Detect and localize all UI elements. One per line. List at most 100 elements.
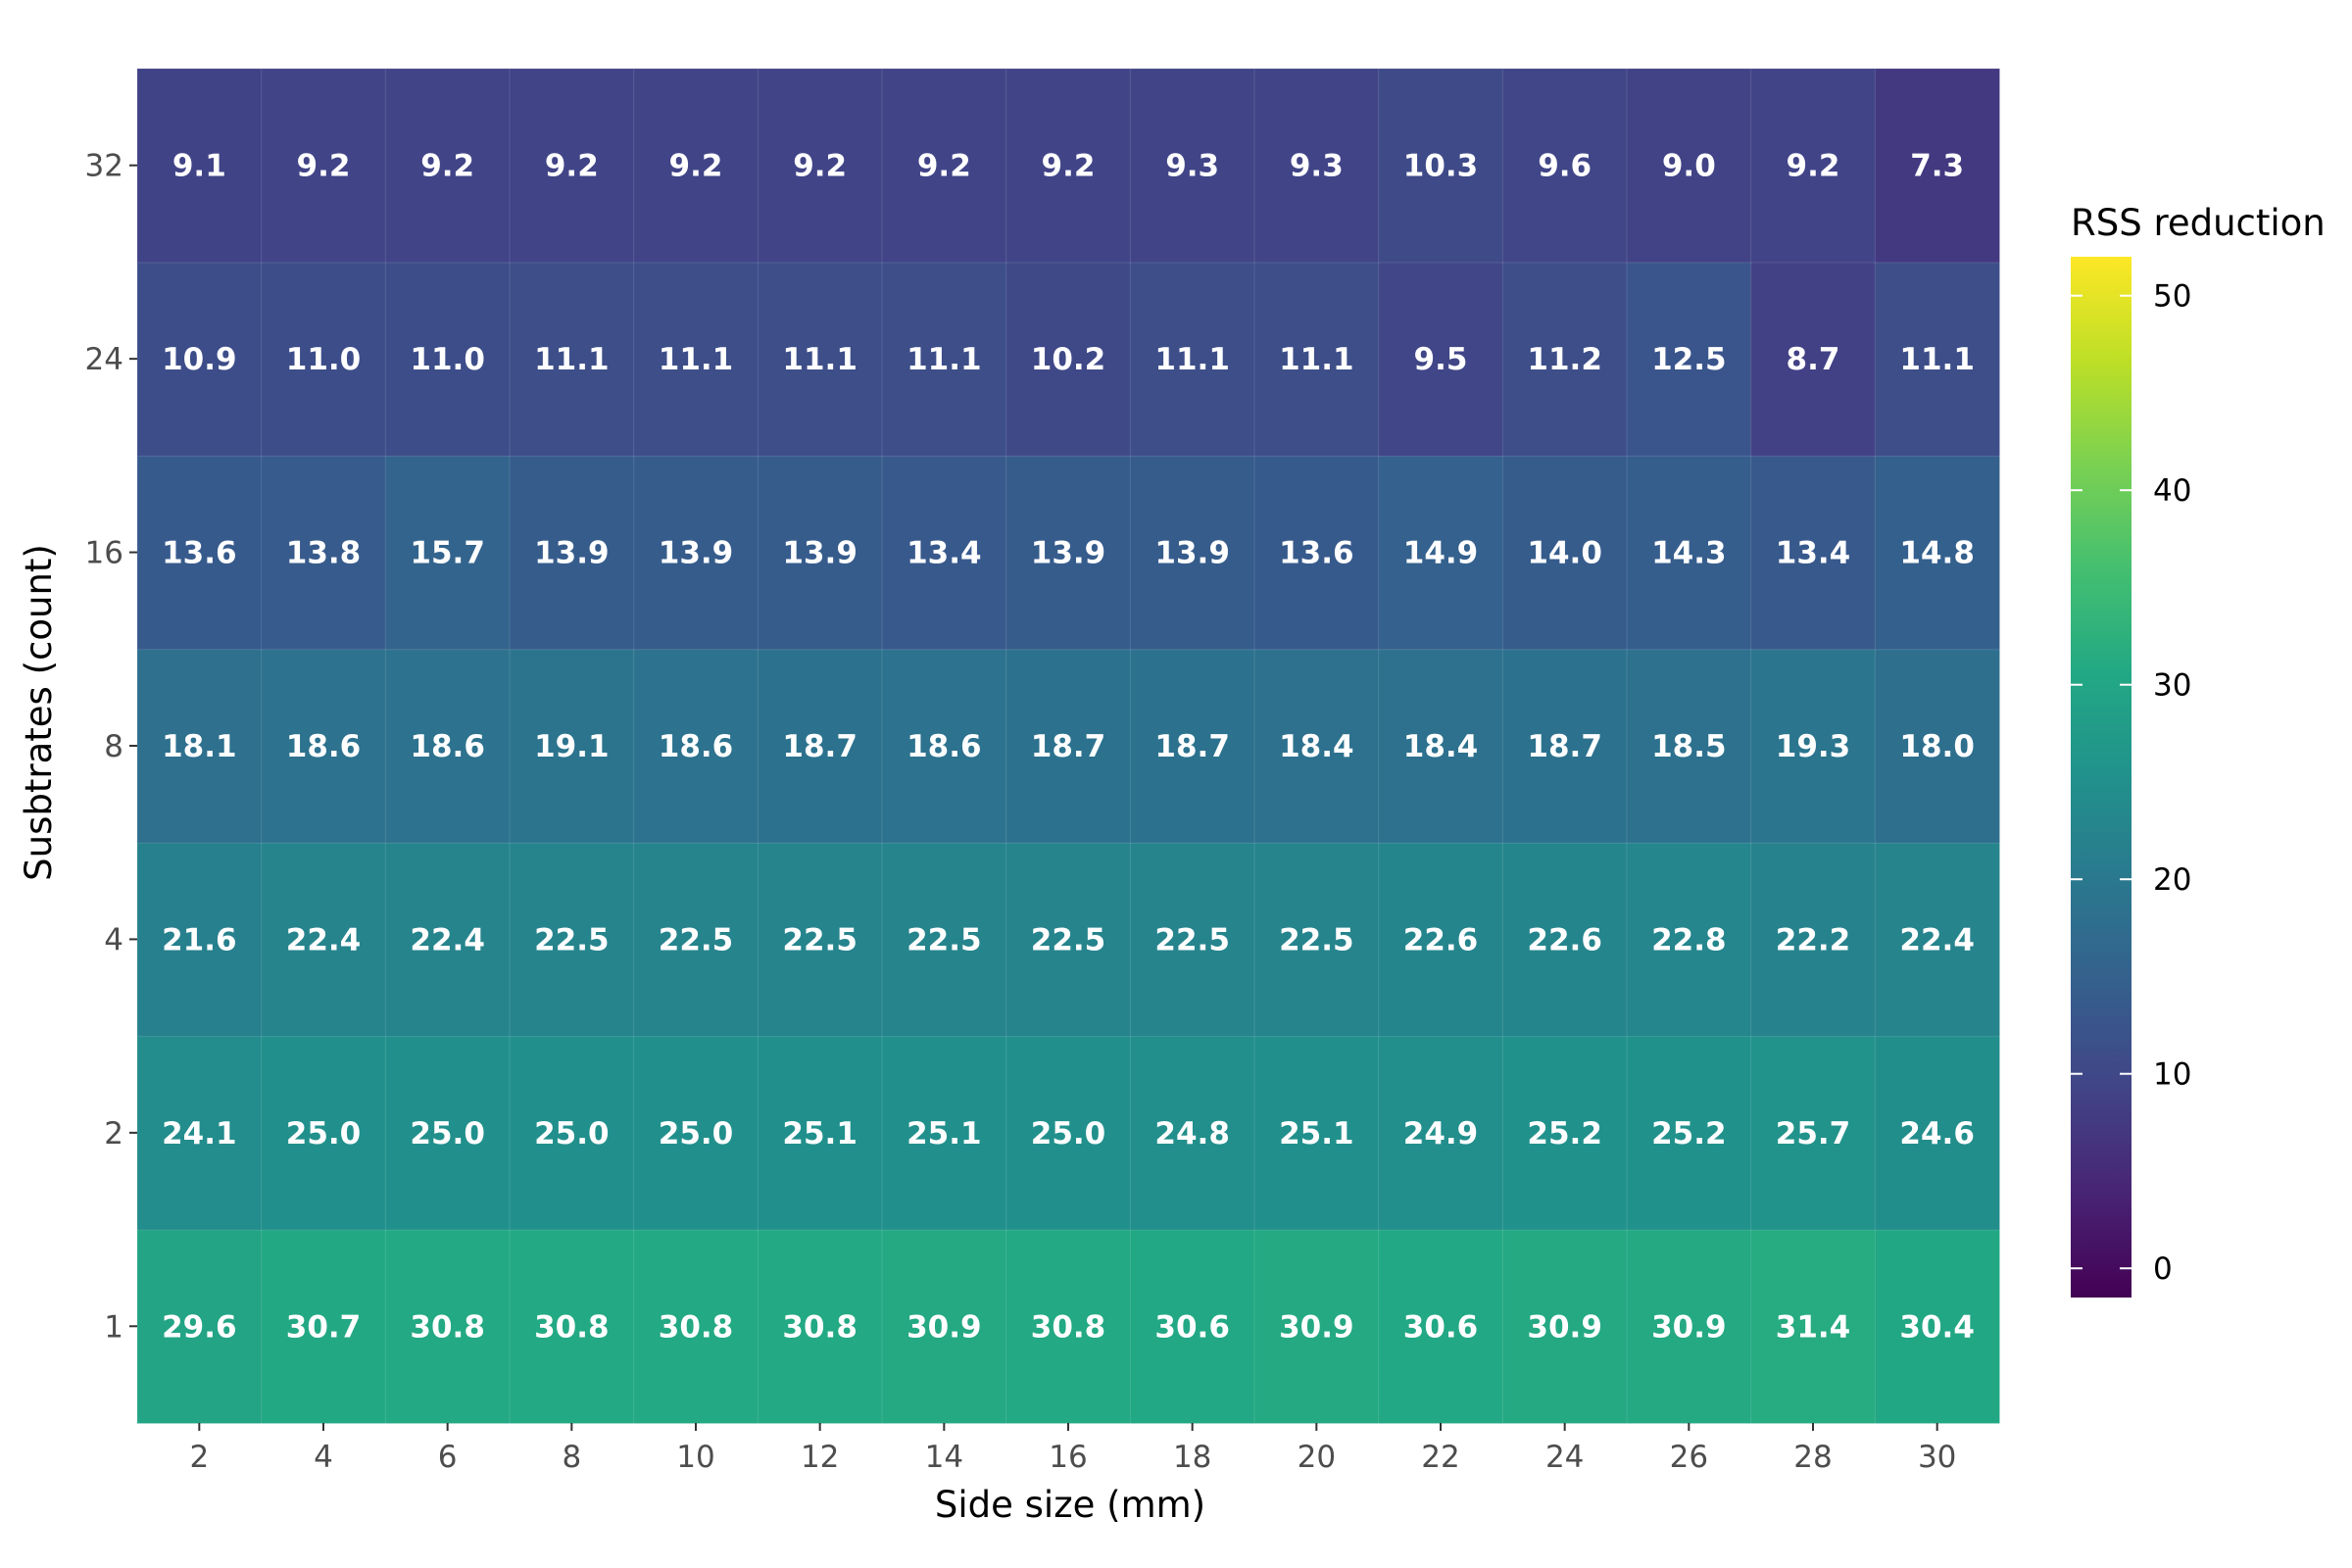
- cell-value-label: 14.3: [1651, 536, 1727, 571]
- heatmap-cell: [1874, 842, 2001, 1038]
- heatmap-cell: [1874, 648, 2001, 844]
- heatmap-cell: [384, 1035, 512, 1231]
- cell-value-label: 18.6: [410, 729, 485, 764]
- heatmap-cell: [1750, 1035, 1877, 1231]
- heatmap-cell: [1750, 68, 1877, 264]
- cell-value-label: 25.2: [1651, 1116, 1727, 1152]
- colorbar-title: RSS reduction: [2071, 202, 2326, 244]
- cell-value-label: 24.6: [1899, 1116, 1975, 1152]
- cell-value-label: 9.2: [420, 149, 474, 184]
- x-axis: 2 4 6 8 10 12 14 16 18 20 22 24 26 28 30: [189, 1423, 1956, 1475]
- heatmap-cell: [1501, 648, 1629, 844]
- cell-value-label: 22.8: [1651, 922, 1727, 957]
- cell-value-label: 21.6: [162, 922, 237, 957]
- cell-value-label: 8.7: [1787, 342, 1840, 377]
- heatmap-cell: [261, 1229, 387, 1424]
- cell-value-label: 13.4: [1776, 536, 1851, 571]
- cell-value-label: 22.5: [1154, 922, 1230, 957]
- cell-value-label: 22.4: [410, 922, 485, 957]
- cell-value-label: 13.4: [906, 536, 982, 571]
- cell-value-label: 24.1: [162, 1116, 237, 1152]
- cell-value-label: 13.8: [286, 536, 362, 571]
- cell-value-label: 30.9: [1527, 1309, 1602, 1345]
- x-tick-label: 30: [1918, 1440, 1956, 1475]
- cell-value-label: 7.3: [1910, 149, 1964, 184]
- heatmap-cell: [509, 261, 635, 457]
- heatmap-cell: [509, 68, 635, 264]
- heatmap-cell: [1501, 842, 1629, 1038]
- colorbar-tick-label: 20: [2153, 862, 2191, 898]
- heatmap-cell: [757, 68, 883, 264]
- heatmap-cell: [1626, 1035, 1752, 1231]
- x-tick-label: 20: [1298, 1440, 1336, 1475]
- cell-value-label: 25.7: [1776, 1116, 1851, 1152]
- heatmap-cell: [1378, 455, 1504, 651]
- heatmap-cell: [384, 68, 512, 264]
- heatmap-cell: [1874, 455, 2001, 651]
- cell-value-label: 9.2: [1787, 149, 1840, 184]
- cell-value-label: 11.1: [906, 342, 982, 377]
- heatmap-cell: [1129, 68, 1256, 264]
- heatmap-cell: [1626, 68, 1752, 264]
- heatmap-cell: [261, 68, 387, 264]
- heatmap-cell: [1626, 842, 1752, 1038]
- heatmap-cell: [136, 648, 263, 844]
- cell-value-label: 18.4: [1279, 729, 1354, 764]
- cell-value-label: 9.2: [545, 149, 599, 184]
- cell-value-label: 30.6: [1154, 1309, 1230, 1345]
- colorbar-legend: RSS reduction 0 10 20 30 40 50: [2071, 202, 2326, 1298]
- x-tick-label: 16: [1049, 1440, 1087, 1475]
- y-tick-label: 8: [104, 729, 123, 764]
- y-tick-label: 1: [104, 1309, 123, 1345]
- x-tick-label: 14: [925, 1440, 963, 1475]
- colorbar-ticks: 0 10 20 30 40 50: [2071, 279, 2191, 1287]
- cell-value-label: 22.5: [782, 922, 858, 957]
- cell-value-label: 13.9: [534, 536, 610, 571]
- cell-value-label: 24.9: [1403, 1116, 1479, 1152]
- heatmap-cell: [1501, 261, 1629, 457]
- heatmap-cell: [757, 1229, 883, 1424]
- heatmap-cell: [1005, 455, 1132, 651]
- cell-value-label: 18.7: [1154, 729, 1230, 764]
- cell-value-label: 22.6: [1527, 922, 1602, 957]
- cell-value-label: 18.7: [1527, 729, 1602, 764]
- cell-value-label: 13.9: [782, 536, 858, 571]
- heatmap-cell: [1378, 261, 1504, 457]
- colorbar-tick-label: 30: [2153, 668, 2191, 704]
- cell-value-label: 18.1: [162, 729, 237, 764]
- heatmap-cell: [509, 1035, 635, 1231]
- cell-value-label: 9.2: [669, 149, 723, 184]
- cell-value-label: 18.6: [286, 729, 362, 764]
- heatmap-cell: [881, 1229, 1007, 1424]
- heatmap-cell: [1129, 261, 1256, 457]
- x-tick-label: 4: [314, 1440, 333, 1475]
- heatmap-cell: [1253, 68, 1380, 264]
- heatmap-cell: [757, 842, 883, 1038]
- heatmap-cell: [1874, 1229, 2001, 1424]
- heatmap-cell: [1129, 648, 1256, 844]
- cell-value-label: 11.2: [1527, 342, 1602, 377]
- x-tick-label: 28: [1793, 1440, 1832, 1475]
- cell-value-label: 9.2: [917, 149, 971, 184]
- heatmap-cell: [136, 842, 263, 1038]
- heatmap-cell: [509, 455, 635, 651]
- heatmap-cell: [633, 1229, 760, 1424]
- cell-value-label: 25.0: [534, 1116, 610, 1152]
- cell-value-label: 25.0: [1031, 1116, 1106, 1152]
- x-tick-label: 26: [1670, 1440, 1708, 1475]
- heatmap-cell: [1378, 648, 1504, 844]
- cell-value-label: 25.0: [659, 1116, 734, 1152]
- cell-value-label: 12.5: [1651, 342, 1727, 377]
- heatmap-cell: [1874, 261, 2001, 457]
- cell-value-label: 29.6: [162, 1309, 237, 1345]
- heatmap-cell: [1874, 1035, 2001, 1231]
- heatmap-cell: [757, 455, 883, 651]
- heatmap-cells: [136, 68, 2001, 1424]
- cell-value-label: 25.0: [286, 1116, 362, 1152]
- x-axis-title: Side size (mm): [935, 1484, 1205, 1526]
- heatmap-cell: [1005, 1035, 1132, 1231]
- heatmap-cell: [757, 261, 883, 457]
- heatmap-cell: [757, 1035, 883, 1231]
- colorbar-tick-label: 10: [2153, 1057, 2191, 1093]
